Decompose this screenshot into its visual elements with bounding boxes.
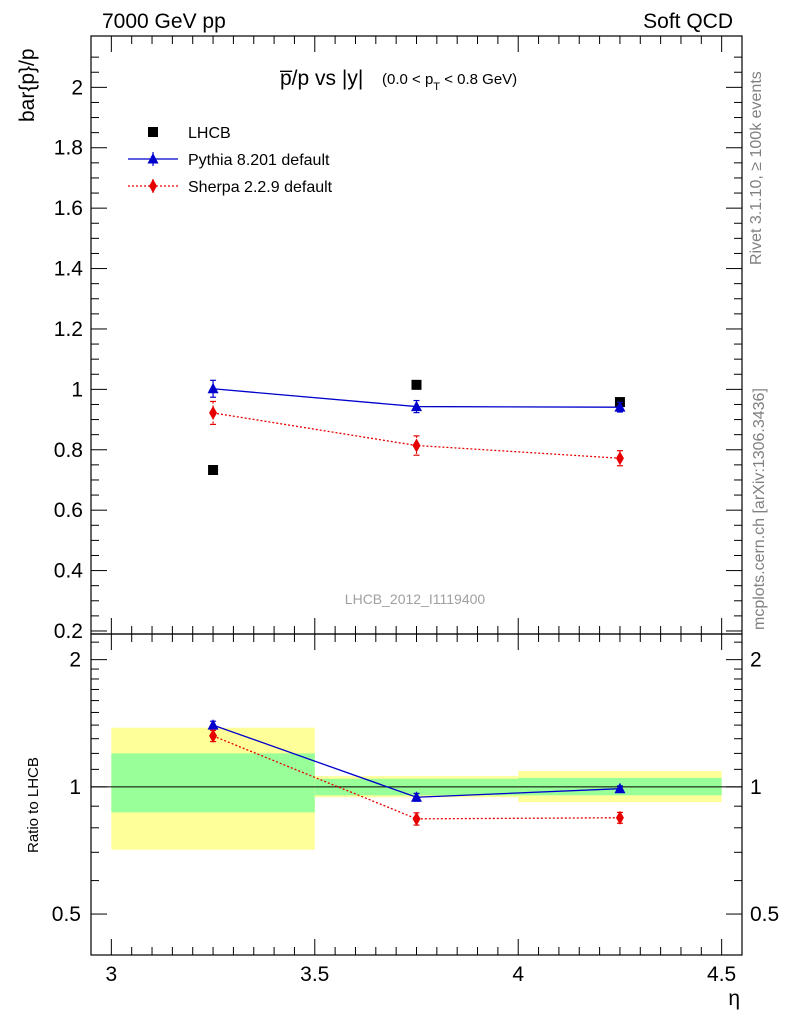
series-lhcb-point-1 xyxy=(411,379,422,390)
series-pythia-8-201-default-point-1 xyxy=(411,400,422,412)
y-tick-label: 0.6 xyxy=(54,499,83,522)
ratio-y-tick-label-right: 1 xyxy=(750,776,762,799)
series-lhcb-point-0 xyxy=(208,465,219,476)
plot-title-range-start: (0.0 < p xyxy=(382,71,433,88)
ratio-series-pythia-8-201-default-point-1 xyxy=(411,791,422,802)
legend-entry-pythia-8-201-default-label: Pythia 8.201 default xyxy=(188,152,330,169)
ratio-series-sherpa-2-2-9-default-point-1 xyxy=(412,811,421,826)
x-tick-label: 4.5 xyxy=(707,963,736,986)
mcplots-label: mcplots.cern.ch [arXiv:1306.3436] xyxy=(751,388,768,630)
ratio-y-tick-label-left: 0.5 xyxy=(52,903,81,926)
axes-layer: 3 3.5 4 4.5 0.2 0.4 0.6 0.8 1 1.2 1.4 1.6 1.8 2 0.5 0.5… xyxy=(52,35,779,986)
y-tick-label: 1.6 xyxy=(54,197,83,220)
series-sherpa-2-2-9-default-point-0 xyxy=(209,405,218,420)
x-axis-label: η xyxy=(728,987,740,1010)
y-tick-label: 1.2 xyxy=(54,318,83,341)
y-tick-label: 1.4 xyxy=(54,258,84,281)
ratio-band-green-0 xyxy=(111,753,315,813)
plot-title-range-end: < 0.8 GeV) xyxy=(440,71,517,88)
series-sherpa-2-2-9-default-point-1 xyxy=(412,438,421,453)
header-right-label: Soft QCD xyxy=(643,10,733,33)
ratio-series-pythia-8-201-default-point-2 xyxy=(614,782,626,794)
ratio-series-sherpa-2-2-9-default-point-0 xyxy=(209,728,218,743)
series-sherpa-2-2-9-default-point-2 xyxy=(615,451,624,466)
y-axis-label: bar{p}/p xyxy=(16,48,39,122)
x-tick-label: 3.5 xyxy=(300,963,329,986)
y-tick-label: 0.8 xyxy=(54,439,83,462)
plot-title-range-index: T xyxy=(433,81,440,93)
ratio-series-layer xyxy=(207,719,626,826)
ratio-y-tick-label-right: 0.5 xyxy=(750,903,779,926)
plot-title: p̅/p vs |y| (0.0 < pT < 0.8 GeV) xyxy=(279,67,517,93)
x-tick-label: 3 xyxy=(106,963,118,986)
ratio-series-sherpa-2-2-9-default-line xyxy=(212,735,620,820)
legend-entry-sherpa-2-2-9-default-marker xyxy=(149,179,157,193)
y-tick-label: 1 xyxy=(71,378,83,401)
series-pythia-8-201-default-point-2 xyxy=(614,401,626,412)
y-tick-label: 2 xyxy=(71,76,83,99)
legend: LHCB Pythia 8.201 default Sherpa 2.2.9 def… xyxy=(128,125,333,196)
legend-entry-pythia-8-201-default-marker xyxy=(147,153,159,164)
legend-entry-lhcb-marker xyxy=(148,127,158,137)
series-pythia-8-201-default-point-0 xyxy=(207,382,219,394)
x-tick-label: 4 xyxy=(512,963,524,986)
series-sherpa-2-2-9-default-line xyxy=(212,412,620,459)
ratio-y-axis-label: Ratio to LHCB xyxy=(25,757,42,853)
rivet-version-label: Rivet 3.1.10, ≥ 100k events xyxy=(748,71,765,265)
ratio-series-sherpa-2-2-9-default-point-2 xyxy=(615,810,624,825)
legend-entry-sherpa-2-2-9-default-label: Sherpa 2.2.9 default xyxy=(188,179,333,196)
ratio-series-pythia-8-201-default-point-0 xyxy=(207,719,219,730)
ratio-y-tick-label-left: 1 xyxy=(69,776,81,799)
y-tick-label: 0.4 xyxy=(54,560,84,583)
ratio-y-tick-label-left: 2 xyxy=(69,649,81,672)
main-series-layer xyxy=(207,379,626,476)
ratio-y-tick-label-right: 2 xyxy=(750,649,762,672)
plot-title-main: p̅/p vs |y| xyxy=(279,67,363,90)
plot-title-range: (0.0 < pT < 0.8 GeV) xyxy=(382,71,517,93)
y-tick-label: 1.8 xyxy=(54,137,83,160)
y-tick-label: 0.2 xyxy=(54,620,83,643)
ratio-uncertainty-bands xyxy=(91,727,742,850)
legend-entry-lhcb-label: LHCB xyxy=(188,125,231,142)
header-left-label: 7000 GeV pp xyxy=(102,10,226,33)
analysis-watermark: LHCB_2012_I1119400 xyxy=(345,591,486,607)
